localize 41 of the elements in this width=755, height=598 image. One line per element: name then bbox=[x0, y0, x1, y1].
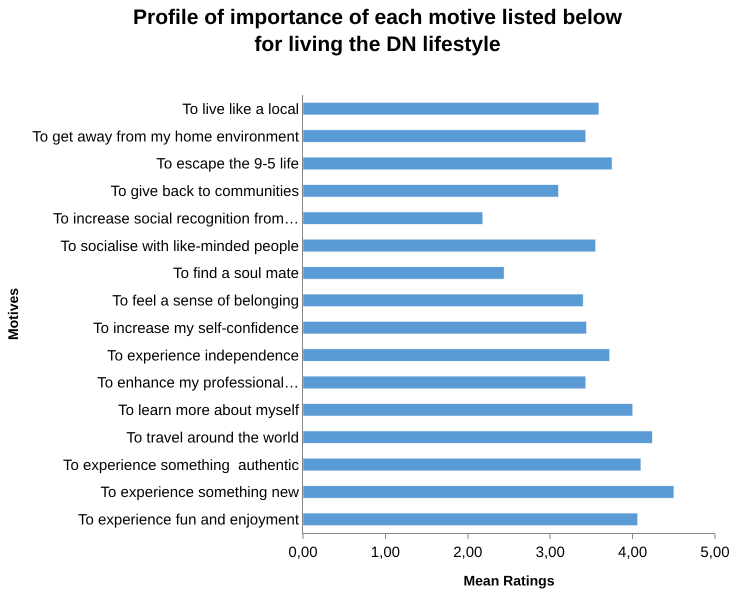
x-tick-label: 5,00 bbox=[700, 544, 730, 561]
y-tick-label: To find a soul mate bbox=[173, 265, 299, 282]
bar bbox=[303, 157, 612, 170]
bar bbox=[303, 486, 674, 498]
x-tick-label: 3,00 bbox=[536, 544, 565, 561]
y-tick-label: To escape the 9-5 life bbox=[156, 156, 299, 173]
x-tick-label: 1,00 bbox=[370, 544, 400, 561]
bar bbox=[303, 512, 638, 526]
y-tick-label: To experience fun and enjoyment bbox=[78, 512, 300, 529]
y-tick-label: To feel a sense of belonging bbox=[112, 292, 299, 310]
bar bbox=[303, 239, 596, 252]
x-tick-label: 2,00 bbox=[453, 544, 482, 561]
y-tick-label: To travel around the world bbox=[126, 429, 299, 446]
y-tick-label: To enhance my professional… bbox=[97, 374, 299, 392]
bar bbox=[303, 266, 504, 280]
y-tick-label: To experience something new bbox=[100, 484, 300, 502]
x-axis-title: Mean Ratings bbox=[463, 572, 555, 588]
bar bbox=[303, 102, 600, 116]
x-tick-label: 4,00 bbox=[618, 544, 648, 561]
y-tick-label: To increase my self-confidence bbox=[93, 320, 299, 337]
y-axis-title: Motives bbox=[4, 288, 21, 340]
y-tick-label: To live like a local bbox=[182, 100, 299, 118]
y-tick-label: To experience independence bbox=[107, 347, 299, 364]
y-tick-label: To learn more about myself bbox=[118, 402, 300, 420]
y-tick-label: To get away from my home environment bbox=[32, 128, 300, 146]
y-tick-label: To increase social recognition from… bbox=[53, 210, 299, 228]
x-tick-label: 0,00 bbox=[288, 544, 318, 561]
y-tick-label: To give back to communities bbox=[110, 183, 299, 200]
bar bbox=[303, 212, 483, 225]
bar bbox=[303, 403, 633, 416]
y-tick-label: To experience something authentic bbox=[63, 456, 300, 474]
y-tick-label: To socialise with like-minded people bbox=[60, 238, 299, 255]
bar bbox=[303, 130, 586, 142]
bar bbox=[303, 458, 642, 471]
bar bbox=[303, 321, 587, 334]
bar bbox=[303, 294, 584, 307]
bar bbox=[303, 430, 653, 444]
chart-title: Profile of importance of each motive listed below for living the DN lifestyle bbox=[133, 6, 623, 56]
bar bbox=[303, 376, 586, 389]
bar bbox=[303, 184, 559, 198]
bar bbox=[303, 348, 610, 362]
